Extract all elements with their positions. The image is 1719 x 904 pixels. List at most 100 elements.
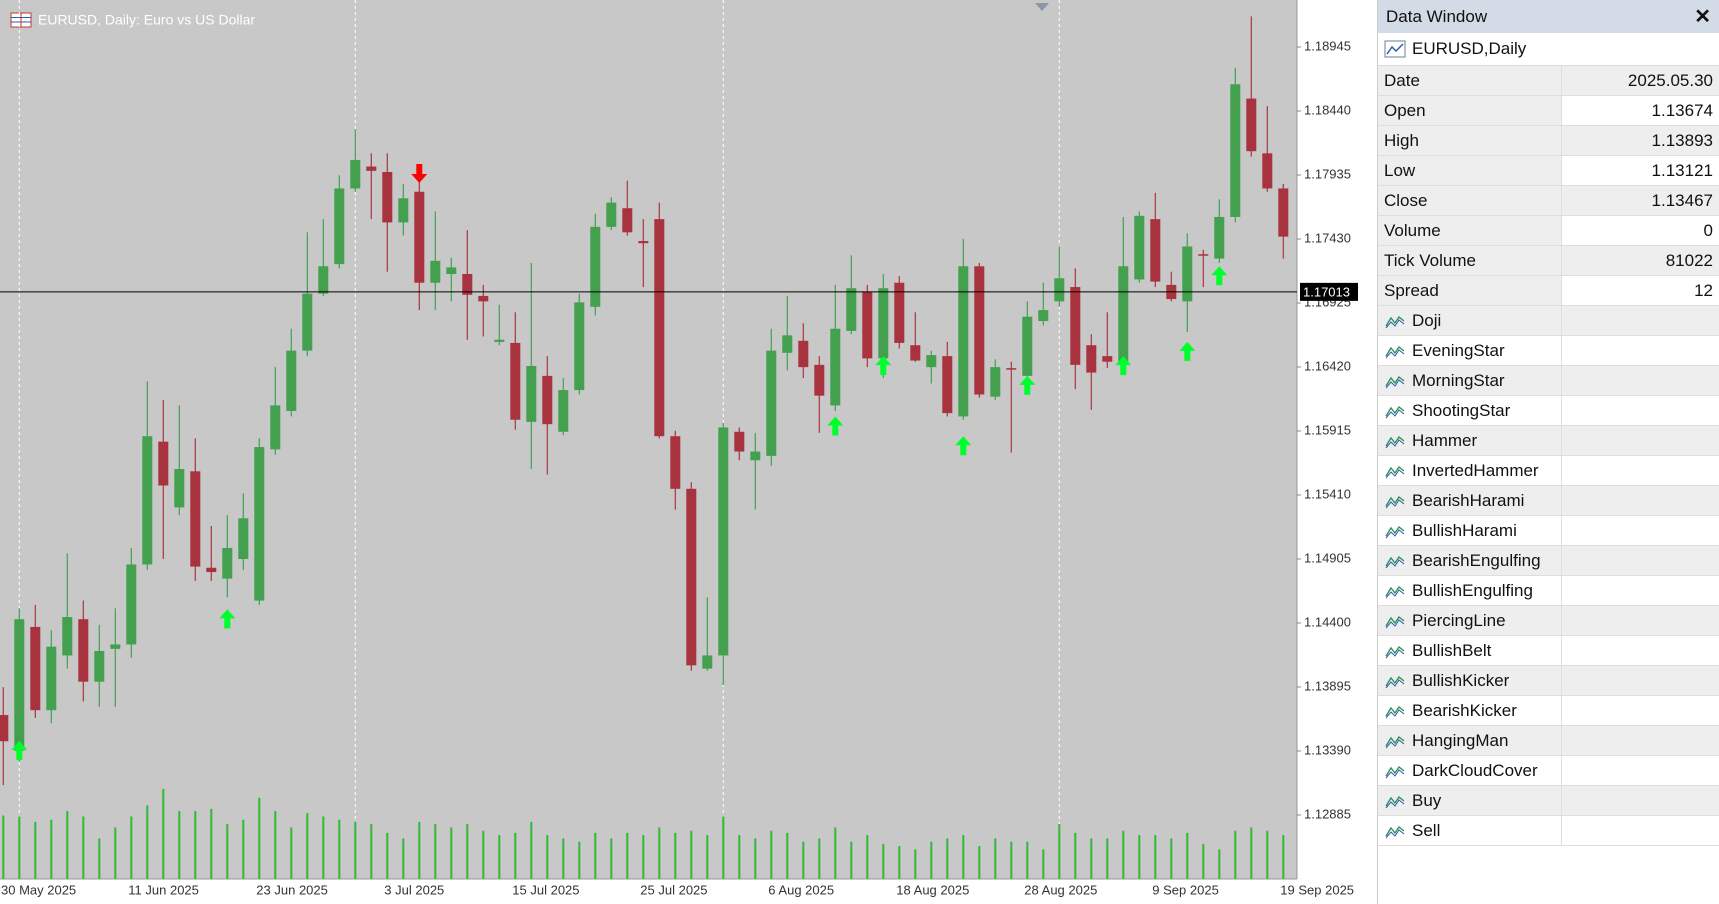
y-tick-label: 1.12885 [1304, 806, 1351, 821]
buy-arrow [219, 609, 236, 629]
candle-body [702, 655, 713, 669]
indicator-icon [1385, 465, 1405, 478]
row-label: Low [1378, 156, 1562, 185]
candle-body [686, 488, 697, 666]
data-window-header: Data Window ✕ [1378, 0, 1719, 33]
x-tick-label: 11 Jun 2025 [128, 882, 199, 897]
indicator-cell: Doji [1378, 306, 1562, 335]
indicator-cell: PiercingLine [1378, 606, 1562, 635]
row-label: Date [1378, 66, 1562, 95]
candle-body [894, 282, 905, 343]
candle-body [510, 342, 521, 420]
candle-body [46, 646, 57, 711]
candle-body [958, 266, 969, 417]
indicator-value [1562, 396, 1719, 425]
candle-body [1278, 188, 1289, 237]
indicator-icon [1385, 825, 1405, 838]
x-tick-label: 18 Aug 2025 [896, 882, 969, 897]
candle-body [1070, 287, 1081, 365]
indicator-name: DarkCloudCover [1412, 760, 1538, 780]
y-tick-label: 1.13390 [1304, 742, 1351, 757]
indicator-row: BearishHarami [1378, 486, 1719, 516]
indicator-value [1562, 546, 1719, 575]
indicator-name: BullishHarami [1412, 520, 1517, 540]
shift-marker [1035, 3, 1049, 11]
candle-body [926, 355, 937, 368]
data-row: Close 1.13467 [1378, 186, 1719, 216]
y-tick-label: 1.18945 [1304, 38, 1351, 53]
buy-arrow [1179, 341, 1196, 361]
data-row: Volume 0 [1378, 216, 1719, 246]
candle-body [622, 208, 633, 233]
indicator-cell: MorningStar [1378, 366, 1562, 395]
chart: EURUSD, Daily: Euro vs US Dollar 1.12885… [0, 0, 1358, 897]
candle-body [606, 202, 617, 227]
candle-body [414, 191, 425, 283]
indicator-icon [1385, 495, 1405, 508]
candle-body [1182, 246, 1193, 302]
indicator-cell: Buy [1378, 786, 1562, 815]
y-tick-label: 1.18440 [1304, 102, 1351, 117]
indicator-row: DarkCloudCover [1378, 756, 1719, 786]
candle-body [1262, 153, 1273, 189]
indicator-name: ShootingStar [1412, 400, 1511, 420]
x-tick-label: 19 Sep 2025 [1280, 882, 1354, 897]
candle-body [1198, 254, 1209, 256]
indicator-value [1562, 786, 1719, 815]
candle-body [318, 266, 329, 294]
indicator-icon [1385, 705, 1405, 718]
candle-body [494, 339, 505, 342]
row-value: 81022 [1562, 246, 1719, 275]
candle-body [62, 617, 73, 656]
x-tick-label: 23 Jun 2025 [256, 882, 328, 897]
indicator-cell: HangingMan [1378, 726, 1562, 755]
buy-arrow [11, 740, 28, 760]
indicator-cell: BearishKicker [1378, 696, 1562, 725]
x-tick-label: 25 Jul 2025 [640, 882, 707, 897]
rows: Date 2025.05.30 Open 1.13674 High 1.13893 Low 1… [1378, 66, 1719, 846]
candle-body [142, 436, 153, 565]
indicator-value [1562, 426, 1719, 455]
candle-body [558, 390, 569, 432]
candle-body [638, 241, 649, 244]
buy-arrow [875, 356, 892, 376]
indicator-icon [1385, 615, 1405, 628]
row-value: 12 [1694, 280, 1713, 300]
candle-body [158, 441, 169, 486]
indicator-icon [1385, 405, 1405, 418]
data-row: Date 2025.05.30 [1378, 66, 1719, 96]
close-button[interactable]: ✕ [1694, 6, 1711, 28]
indicator-row: BearishKicker [1378, 696, 1719, 726]
indicator-name: BullishEngulfing [1412, 580, 1533, 600]
plot-background [0, 0, 1297, 879]
buy-arrow [955, 436, 972, 456]
row-value: 0 [1703, 220, 1713, 240]
x-tick-label: 30 May 2025 [1, 882, 76, 897]
indicator-cell: BullishKicker [1378, 666, 1562, 695]
indicator-value [1562, 486, 1719, 515]
buy-arrow [1115, 356, 1132, 376]
candle-body [942, 356, 953, 414]
candle-body [766, 350, 777, 456]
candle-body [1086, 345, 1097, 373]
price-label: 1.17013 [1303, 284, 1350, 299]
row-label: Close [1378, 186, 1562, 215]
indicator-icon [1385, 735, 1405, 748]
data-window: Data Window ✕ EURUSD,Daily Date 2025.05.3… [1377, 0, 1719, 904]
indicator-value [1562, 636, 1719, 665]
symbol-name: EURUSD,Daily [1412, 39, 1527, 58]
indicator-row: EveningStar [1378, 336, 1719, 366]
y-tick-label: 1.14905 [1304, 550, 1351, 565]
candle-body [830, 328, 841, 406]
candle-body [462, 273, 473, 295]
x-tick-label: 28 Aug 2025 [1024, 882, 1097, 897]
indicator-row: BullishBelt [1378, 636, 1719, 666]
candle-body [254, 447, 265, 601]
buy-arrow [1019, 375, 1036, 395]
indicator-name: BullishKicker [1412, 670, 1510, 690]
indicator-name: MorningStar [1412, 370, 1505, 390]
candle-body [206, 567, 217, 573]
symbol-icon [1384, 40, 1406, 58]
y-tick-label: 1.15915 [1304, 422, 1351, 437]
indicator-name: BearishEngulfing [1412, 550, 1541, 570]
